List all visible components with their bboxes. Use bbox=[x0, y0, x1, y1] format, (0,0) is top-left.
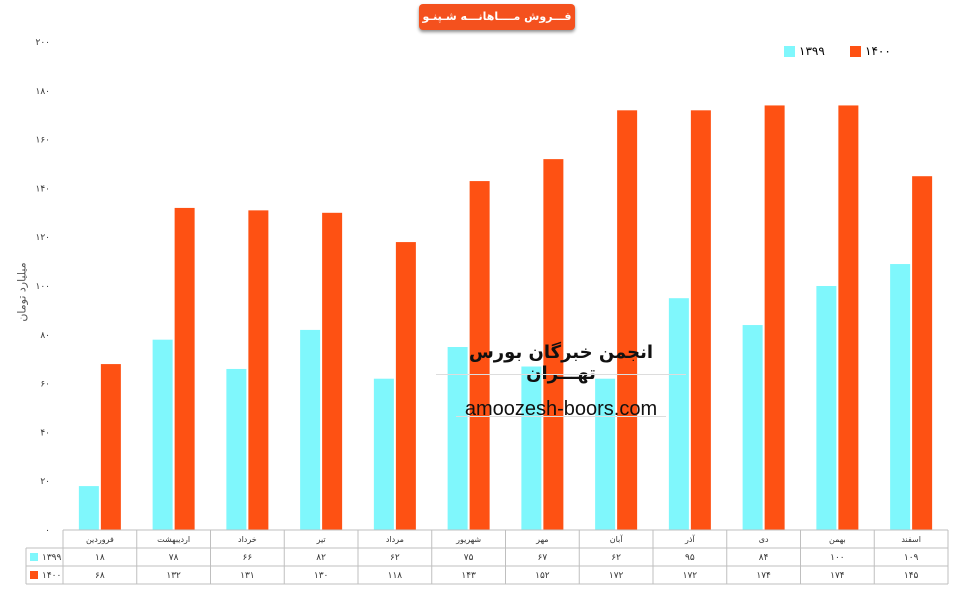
bar-1400 bbox=[912, 176, 933, 530]
data-label: ۶۲ bbox=[390, 553, 400, 563]
data-label: ۱۵۲ bbox=[535, 571, 550, 581]
data-label: ۱۴۳ bbox=[461, 571, 476, 581]
bar-1400 bbox=[100, 364, 121, 530]
bar-1400 bbox=[543, 159, 564, 530]
data-label: ۱۳۱ bbox=[240, 571, 255, 581]
data-label: ۹۵ bbox=[685, 553, 695, 563]
bar-1400 bbox=[838, 105, 859, 530]
watermark: انجمن خبرگان بورس تهـــران amoozesh-boor… bbox=[436, 340, 686, 420]
y-tick-label: ۱۰۰ bbox=[35, 282, 50, 292]
y-tick-label: ۲۰۰ bbox=[35, 38, 50, 48]
bar-1399 bbox=[300, 329, 321, 530]
bar-1399 bbox=[816, 286, 837, 530]
category-label: دی bbox=[759, 535, 769, 544]
bar-1400 bbox=[469, 181, 490, 530]
category-label: خرداد bbox=[238, 535, 257, 544]
y-tick-label: ۱۶۰ bbox=[35, 136, 50, 146]
y-tick-label: ۲۰ bbox=[40, 477, 50, 487]
watermark-url: amoozesh-boors.com bbox=[464, 398, 658, 420]
watermark-divider bbox=[436, 374, 686, 375]
data-label: ۷۸ bbox=[169, 553, 179, 563]
y-tick-label: ۱۴۰ bbox=[35, 184, 50, 194]
data-label: ۱۷۴ bbox=[756, 571, 771, 581]
y-tick-label: ۶۰ bbox=[40, 380, 50, 390]
y-tick-label: ۱۸۰ bbox=[35, 87, 50, 97]
bar-1400 bbox=[764, 105, 785, 530]
category-label: اسفند bbox=[901, 535, 921, 544]
data-label: ۱۷۲ bbox=[683, 571, 698, 581]
legend-item-1399: ۱۳۹۹ bbox=[784, 42, 825, 60]
bar-1399 bbox=[226, 368, 247, 530]
data-label: ۶۷ bbox=[538, 553, 548, 563]
data-label: ۱۱۸ bbox=[388, 571, 403, 581]
bar-1399 bbox=[152, 339, 173, 530]
data-label: ۱۷۲ bbox=[609, 571, 624, 581]
legend-swatch-1400 bbox=[850, 46, 861, 57]
data-label: ۸۴ bbox=[759, 553, 769, 563]
table-legend-swatch bbox=[30, 571, 38, 579]
data-label: ۱۳۰ bbox=[314, 571, 329, 581]
data-label: ۸۲ bbox=[316, 553, 326, 563]
bar-1399 bbox=[668, 298, 689, 530]
data-label: ۱۰۹ bbox=[904, 553, 919, 563]
chart-title: فـــروش مــــاهانـــه شـپنـو bbox=[419, 4, 575, 30]
bar-1399 bbox=[890, 264, 911, 530]
category-label: آبان bbox=[610, 534, 624, 544]
y-tick-label: ۱۲۰ bbox=[35, 233, 50, 243]
y-tick-label: ۰ bbox=[45, 526, 50, 536]
watermark-title: انجمن خبرگان بورس تهـــران bbox=[468, 342, 654, 384]
table-legend-swatch bbox=[30, 553, 38, 561]
category-label: تیر bbox=[316, 535, 326, 544]
bar-1400 bbox=[174, 207, 195, 531]
y-tick-label: ۴۰ bbox=[40, 428, 50, 438]
data-label: ۱۷۴ bbox=[830, 571, 845, 581]
y-tick-label: ۸۰ bbox=[40, 331, 50, 341]
category-label: اردیبهشت bbox=[157, 535, 190, 544]
data-label: ۱۴۵ bbox=[904, 571, 919, 581]
bar-1399 bbox=[78, 486, 99, 530]
bar-1399 bbox=[373, 378, 394, 530]
data-label: ۱۰۰ bbox=[830, 553, 845, 563]
table-series-name: ۱۳۹۹ bbox=[42, 553, 62, 563]
bar-1400 bbox=[395, 242, 416, 530]
bar-1400 bbox=[322, 212, 343, 531]
bar-1400 bbox=[617, 110, 638, 530]
watermark-divider-bottom bbox=[456, 416, 666, 417]
category-label: مهر bbox=[535, 535, 548, 544]
legend-item-1400: ۱۴۰۰ bbox=[850, 42, 891, 60]
bar-1399 bbox=[521, 366, 542, 530]
legend-label-1399: ۱۳۹۹ bbox=[799, 44, 825, 58]
category-label: آذر bbox=[684, 534, 695, 544]
legend: ۱۳۹۹ ۱۴۰۰ bbox=[784, 42, 904, 60]
legend-swatch-1399 bbox=[784, 46, 795, 57]
data-label: ۶۸ bbox=[95, 571, 105, 581]
category-label: مرداد bbox=[386, 535, 404, 544]
bar-1399 bbox=[742, 325, 763, 530]
category-label: بهمن bbox=[829, 535, 846, 544]
data-label: ۶۶ bbox=[243, 553, 253, 563]
table-series-name: ۱۴۰۰ bbox=[42, 571, 61, 581]
bar-1400 bbox=[690, 110, 711, 530]
bar-1400 bbox=[248, 210, 269, 531]
bar-1399 bbox=[447, 347, 468, 530]
category-label: فروردین bbox=[86, 535, 114, 544]
data-label: ۶۲ bbox=[611, 553, 621, 563]
data-label: ۷۵ bbox=[464, 553, 474, 563]
legend-label-1400: ۱۴۰۰ bbox=[865, 44, 891, 58]
category-label: شهریور bbox=[455, 535, 481, 544]
data-label: ۱۸ bbox=[95, 553, 105, 563]
data-label: ۱۳۲ bbox=[166, 571, 181, 581]
